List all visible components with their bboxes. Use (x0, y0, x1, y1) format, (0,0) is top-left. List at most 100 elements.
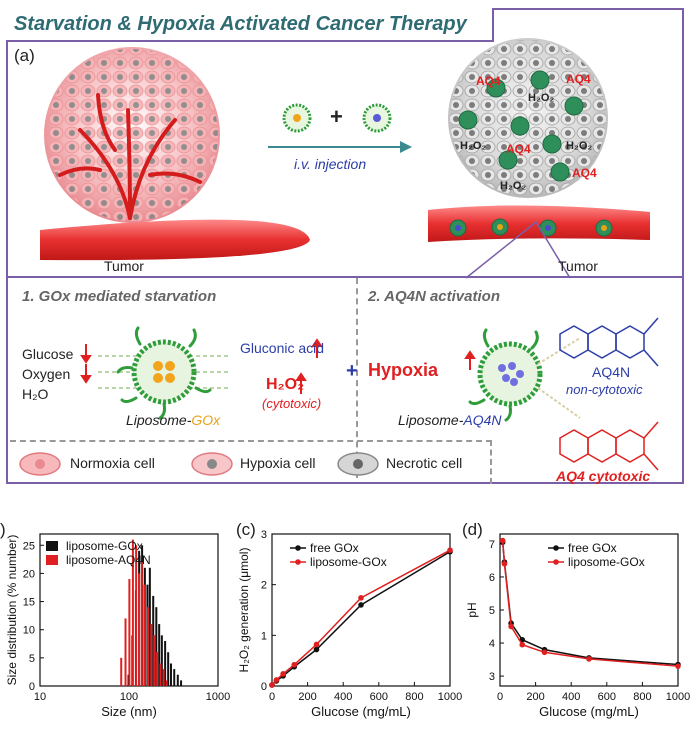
liposome-gox-icon (282, 103, 312, 133)
bar (150, 624, 153, 686)
tumor-label-right: Tumor (558, 258, 598, 274)
chart-b-svg: 10 100 1000 0 5 10 15 20 25 Size (nm) Size distrib… (5, 533, 230, 719)
section2-heading: 2. AQ4N activation (368, 288, 500, 305)
bar (135, 545, 138, 686)
bar (180, 680, 183, 686)
h2o2-tag: H₂O₂ (566, 140, 593, 152)
y-tick-label: 5 (489, 605, 495, 617)
liposome-gox-label: Liposome-GOx (126, 412, 221, 428)
legend-label: free GOx (568, 541, 617, 555)
y-tick-label: 3 (489, 671, 495, 683)
bar (147, 607, 150, 686)
data-point (358, 602, 364, 608)
input-water: H₂O (22, 386, 49, 402)
h2o2-tag: H₂O₂ (500, 180, 527, 192)
x-tick-label: 200 (526, 691, 544, 703)
figure-title: Starvation & Hypoxia Activated Cancer Th… (14, 13, 467, 35)
blood-vessel-right (428, 205, 650, 242)
bar (156, 652, 159, 686)
bar (164, 640, 167, 686)
legend-normoxia: Normoxia cell (70, 455, 155, 471)
section-divider (356, 278, 358, 478)
aq4-tag: AQ4 (476, 74, 501, 88)
y-tick-label: 1 (261, 630, 267, 642)
data-point (280, 671, 286, 677)
plus-sign-2: + (346, 360, 358, 382)
legend-label: free GOx (310, 541, 359, 555)
y-tick-label: 10 (23, 625, 35, 637)
data-point (273, 677, 280, 683)
liposome-gox-large-icon (116, 326, 212, 420)
bar (160, 635, 163, 686)
series-line (271, 549, 451, 686)
aq4n-note: non-cytotoxic (566, 382, 643, 397)
data-point (586, 656, 592, 662)
panel-a-illustration (40, 38, 650, 279)
x-tick-label: 10 (34, 691, 46, 703)
input-oxygen: Oxygen (22, 366, 71, 382)
legend-swatch (46, 555, 58, 565)
aq4-structure (559, 421, 659, 471)
y-axis-label: pH (465, 602, 479, 617)
aq4-tag: AQ4 (506, 142, 531, 156)
legend-label: liposome-AQ4N (66, 553, 151, 567)
section1-illustration (80, 317, 659, 471)
aq4-tag: AQ4 (566, 72, 591, 86)
plot-frame (271, 533, 451, 687)
hypoxia-label: Hypoxia (368, 360, 439, 380)
liposome-aq4n-large-icon (468, 328, 581, 422)
liposome-aq4n-icon (362, 103, 392, 133)
x-tick-label: 0 (269, 691, 275, 703)
y-tick-label: 0 (29, 681, 35, 693)
y-tick-label: 2 (261, 580, 267, 592)
cell-legend-icons (19, 452, 379, 476)
x-axis-label: Glucose (mg/mL) (539, 704, 639, 719)
bar (169, 663, 172, 686)
legend-marker (553, 559, 559, 565)
bar (167, 652, 170, 686)
input-glucose: Glucose (22, 346, 74, 362)
h2o2-tag: H₂O₂ (460, 140, 487, 152)
data-point (675, 663, 681, 669)
aq4n-name: AQ4N (592, 364, 631, 380)
bar (138, 573, 141, 686)
x-tick-label: 400 (562, 691, 580, 703)
legend-label: liposome-GOx (568, 555, 645, 569)
x-tick-label: 600 (370, 691, 388, 703)
bar (165, 680, 168, 686)
bar (162, 669, 165, 686)
y-tick-label: 5 (29, 653, 35, 665)
legend-hypoxia: Hypoxia cell (240, 455, 316, 471)
bar (124, 618, 127, 686)
data-point (541, 649, 548, 656)
injection-label: i.v. injection (294, 156, 367, 172)
panel-a-label: (a) (14, 46, 35, 65)
series-line (271, 551, 451, 686)
bar (128, 579, 131, 686)
legend-swatch (46, 541, 58, 551)
section1-heading: 1. GOx mediated starvation (22, 288, 217, 305)
y-tick-label: 25 (23, 540, 35, 552)
panel-d-label: (d) (462, 520, 483, 539)
bar (173, 669, 176, 686)
cytotoxic-label: (cytotoxic) (262, 396, 322, 411)
x-tick-label: 100 (120, 691, 138, 703)
x-axis-label: Size (nm) (101, 704, 157, 719)
gluconic-acid-label: Gluconic acid (240, 340, 325, 356)
x-axis-label: Glucose (mg/mL) (311, 704, 411, 719)
h2o2-tag: H₂O₂ (528, 92, 555, 104)
bar (140, 562, 143, 686)
legend-label: liposome-GOx (310, 555, 387, 569)
legend-marker (295, 545, 301, 551)
blood-vessel-left (40, 219, 310, 261)
tumor-vasculature (58, 93, 202, 220)
x-tick-label: 1000 (438, 691, 462, 703)
data-point (313, 641, 320, 648)
plus-sign: + (330, 104, 343, 129)
bar (131, 539, 134, 686)
data-point (501, 560, 508, 567)
data-point (291, 661, 298, 668)
liposome-aq4n-label: Liposome-AQ4N (398, 412, 502, 428)
bar (153, 635, 156, 686)
data-point (358, 595, 364, 601)
